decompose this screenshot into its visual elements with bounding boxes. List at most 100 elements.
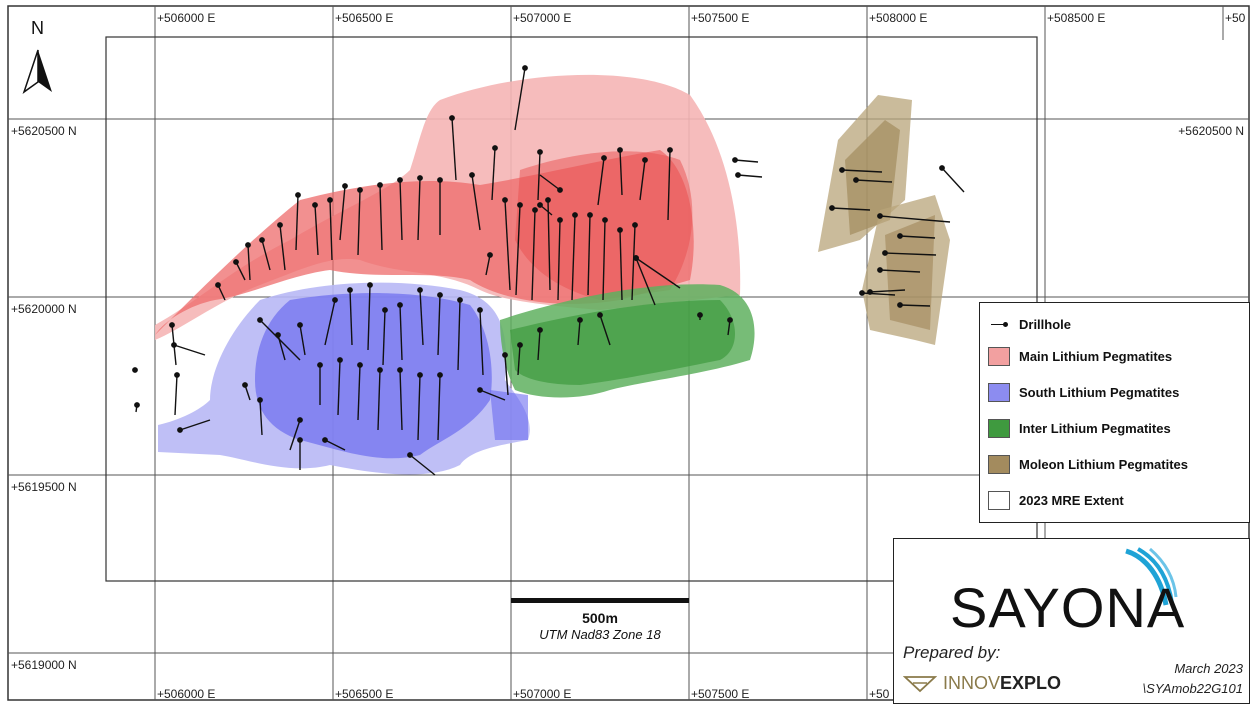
drillhole-collar [317,362,323,368]
drillhole-trace [899,235,936,239]
drillhole-trace [314,204,319,256]
legend-label: 2023 MRE Extent [1019,492,1124,508]
drillhole-collar [732,157,738,163]
drillhole-trace [379,184,383,251]
drillhole-collar [557,217,563,223]
easting-label: +507000 E [513,687,571,701]
drillhole-collar [297,322,303,328]
projection-label: UTM Nad83 Zone 18 [539,627,661,642]
drillhole-trace [259,319,301,361]
drillhole-collar [245,242,251,248]
drillhole-collar [297,437,303,443]
drillhole-collar [397,367,403,373]
drillhole-trace [639,159,646,201]
drillhole-trace [667,149,671,221]
drillhole-trace [879,215,951,223]
drillhole-collar [477,387,483,393]
easting-label: +50 [869,687,890,701]
northing-label: +5619000 N [11,658,77,672]
drillhole-collar [397,302,403,308]
easting-label: +506500 E [335,11,393,25]
drillhole-trace [437,294,441,356]
easting-label: +50 [1225,11,1246,25]
drillhole-trace [419,289,424,346]
moleon-swatch [988,454,1010,474]
drillhole-collar [601,155,607,161]
drillhole-trace [619,229,623,301]
drillhole-collar [417,372,423,378]
drillhole-trace [417,374,421,441]
drillhole-collar [517,202,523,208]
drillhole-trace [261,239,271,271]
drillhole-collar [277,222,283,228]
drillhole-trace [377,369,381,431]
drillhole-trace [259,399,263,436]
title-block: SAYONA Prepared by: INNOV EXPLO March 202… [893,538,1250,704]
northing-label: +5620500 N [11,124,77,138]
drillhole-collar [357,362,363,368]
drillhole-collar [417,175,423,181]
drillhole-collar [257,317,263,323]
easting-label: +506000 E [157,11,215,25]
drillhole-trace [884,252,937,256]
drillhole-collar [233,259,239,265]
scale-bar [511,598,689,603]
drillhole-collar [697,312,703,318]
drillhole-trace [547,199,551,291]
easting-label: +508000 E [869,11,927,25]
drillhole-collar [437,177,443,183]
drillhole-trace [831,207,871,211]
drillhole-collar [897,233,903,239]
drillhole-collar [487,252,493,258]
drillhole-collar [632,222,638,228]
drillhole-collar [727,317,733,323]
drillhole-collar [337,357,343,363]
drillhole-trace [514,67,526,131]
drillhole-trace [504,354,509,396]
legend-item-moleon: Moleon Lithium Pegmatites [988,453,1188,475]
drillhole-collar [357,187,363,193]
drillhole-trace [174,374,178,416]
drillhole-collar [397,177,403,183]
drillhole-collar [882,250,888,256]
main-swatch [988,346,1010,366]
drillhole-collar [449,115,455,121]
drillhole-collar [134,402,140,408]
innovexplo-triangle-icon [903,675,937,692]
easting-label: +507000 E [513,11,571,25]
drillhole-trace [399,369,403,431]
sayona-logo-icon [1125,547,1178,606]
drillhole-trace [357,364,361,421]
drillhole-trace [399,304,403,361]
drillhole-collar [572,212,578,218]
easting-label: +506000 E [157,687,215,701]
drillhole-traces [132,65,965,476]
drillhole-trace [349,289,353,346]
drillhole-trace [337,359,341,416]
legend-item-inter: Inter Lithium Pegmatites [988,417,1171,439]
drillhole-trace [295,194,299,251]
drillhole-collar [502,352,508,358]
drillhole-trace [599,314,611,346]
prepared-by-label: Prepared by: [903,643,1001,662]
drillhole-trace [479,309,484,376]
drillhole-trace [635,257,656,306]
company-name-a: INNOV [943,673,1001,693]
drillhole-trace [173,344,206,356]
drillhole-collar [257,397,263,403]
south-lithium-pegmatites [158,282,530,475]
drillhole-trace [602,219,606,301]
north-arrow-icon [22,49,52,94]
northing-label: +5620000 N [11,302,77,316]
drillhole-trace [899,304,931,307]
innovexplo-logo: INNOV EXPLO [903,673,1061,694]
drillhole-collar [877,267,883,273]
drillhole-collar [617,227,623,233]
drillhole-collar [735,172,741,178]
drillhole-collar [859,290,865,296]
drillhole-collar [502,197,508,203]
drillhole-trace [855,179,893,183]
drillhole-collar [829,205,835,211]
drillhole-collar [522,65,528,71]
drillhole-collar [327,197,333,203]
